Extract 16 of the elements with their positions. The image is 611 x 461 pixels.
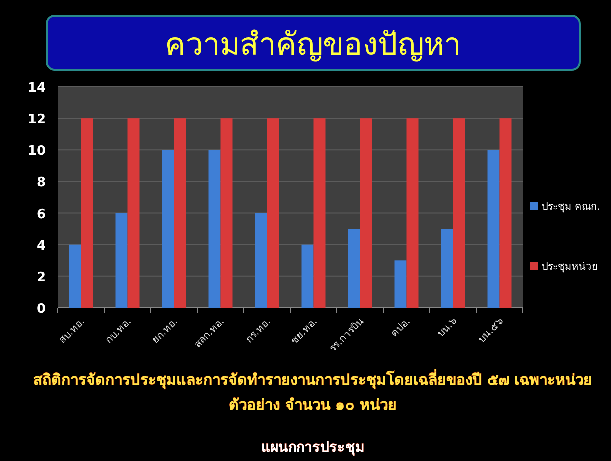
y-tick-label: 8 [36, 176, 46, 191]
y-tick-label: 2 [36, 270, 46, 286]
text: ตัวอย่าง จำนวน ๑๐ หน่วย [229, 396, 397, 414]
title: ความสำคัญของปัญหา [165, 27, 461, 63]
legend-label: ประชุม คณก. [542, 202, 600, 213]
y-tick-label: 14 [28, 81, 46, 96]
text: แผนกการประชุม [262, 440, 364, 456]
y-tick-label: 6 [36, 207, 46, 222]
y-tick-label: 12 [28, 112, 46, 128]
y-tick-label: 4 [36, 238, 46, 254]
x-tick-label: คปอ. [389, 316, 413, 340]
x-tick-label: บน.๖ [436, 316, 460, 340]
text: สถิติการจัดการประชุมและการจัดทำรายงานการประชุมโดยเฉลี่ยของปี ๕๗ เฉพาะหน่วย [33, 369, 593, 390]
legend-label: ประชุมหน่วย [542, 262, 598, 273]
y-tick-label: 0 [36, 302, 46, 317]
y-tick-label: 10 [28, 144, 46, 160]
